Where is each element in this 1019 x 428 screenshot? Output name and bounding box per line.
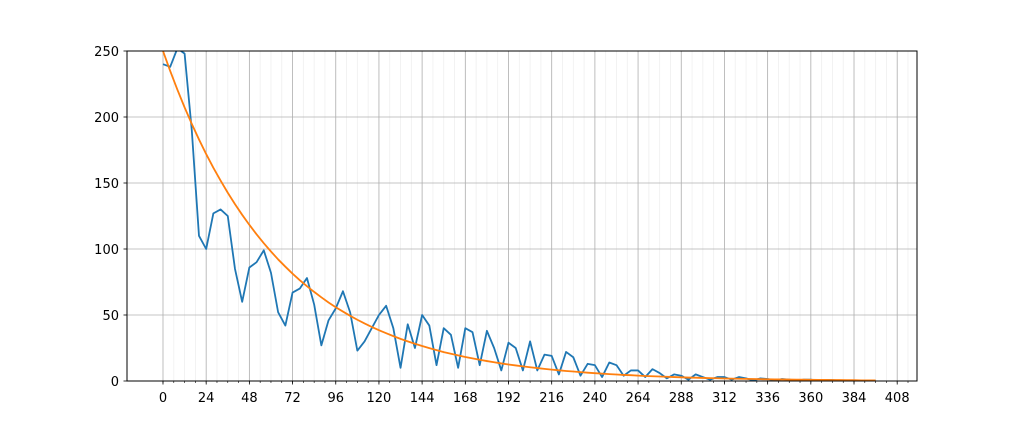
x-tick-label: 216: [539, 391, 564, 406]
y-tick-label: 0: [111, 375, 119, 390]
y-tick-label: 150: [94, 177, 119, 192]
ticks: 0 24 48 72 96 120 144 168 192 216 240 264 288 312 336 3…: [94, 45, 909, 406]
x-tick-label: 96: [327, 391, 344, 406]
x-tick-label: 384: [842, 391, 867, 406]
x-tick-label: 240: [582, 391, 607, 406]
axes-frame: [126, 50, 918, 382]
grid: [127, 50, 917, 382]
y-tick-label: 50: [102, 309, 119, 324]
x-tick-label: 48: [241, 391, 258, 406]
plot-area: [162, 51, 876, 381]
x-tick-label: 120: [367, 391, 392, 406]
x-tick-label: 288: [669, 391, 694, 406]
x-tick-label: 0: [159, 391, 167, 406]
x-tick-label: 336: [755, 391, 780, 406]
line-series: [162, 51, 876, 381]
x-tick-label: 168: [453, 391, 478, 406]
x-tick-label: 360: [798, 391, 823, 406]
y-tick-label: 250: [94, 45, 119, 60]
x-tick-label: 24: [198, 391, 215, 406]
y-tick-label: 200: [94, 111, 119, 126]
x-tick-label: 192: [496, 391, 521, 406]
x-tick-label: 408: [885, 391, 910, 406]
x-tick-label: 264: [626, 391, 651, 406]
x-tick-label: 144: [410, 391, 435, 406]
x-tick-label: 72: [284, 391, 301, 406]
y-tick-label: 100: [94, 243, 119, 258]
x-tick-label: 312: [712, 391, 737, 406]
